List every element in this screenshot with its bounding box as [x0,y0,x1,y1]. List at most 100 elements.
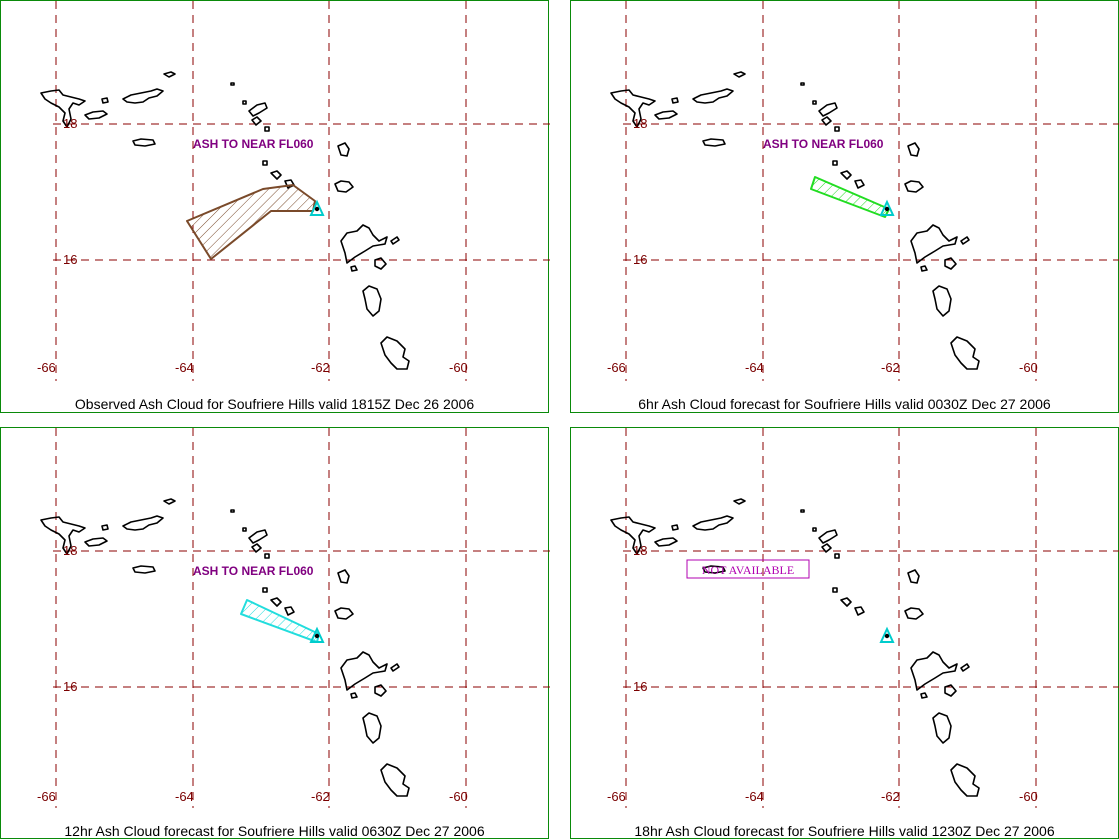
island-outline [800,82,805,86]
island-outline [910,651,958,691]
lon-label: -66 [607,789,626,804]
island-outline [380,336,410,370]
lat-label: 18 [633,116,647,131]
panel-12hr-forecast: ASH TO NEAR FL060 -66 -64 -62 -60 18 16 … [0,427,550,839]
volcano-dot [884,633,890,639]
volcano-triangle [309,626,325,643]
graticule [53,428,550,808]
island-outline [251,116,262,126]
island-outline [733,71,746,78]
lon-label: -64 [175,789,194,804]
lon-label: -62 [311,789,330,804]
graticule [623,428,1119,808]
island-outline [818,102,838,117]
volcano-icon [309,626,325,643]
lat-label: 16 [633,679,647,694]
volcano-icon [879,626,895,643]
island-outline [932,285,952,317]
island-outline [248,102,268,117]
island-outline [101,524,109,531]
island-outline [702,138,726,147]
island-outline [40,89,86,128]
lon-label: -60 [1019,360,1038,375]
lon-label: -60 [1019,789,1038,804]
island-outline [960,236,970,245]
ash-cloud-polygon [810,176,890,218]
not-available-box [686,559,810,579]
panel-caption: 18hr Ash Cloud forecast for Soufriere Hi… [634,823,1055,839]
island-outline [270,597,282,607]
island-outline [950,763,980,797]
lat-label: 18 [633,543,647,558]
ash-height-note: ASH TO NEAR FL060 [763,137,884,151]
island-outline [834,126,840,132]
lon-label: -64 [745,789,764,804]
island-outline [163,71,176,78]
panel-observed: ASH TO NEAR FL060 -66 -64 -62 -60 18 16 … [0,0,550,413]
ash-cloud-area [810,176,890,218]
island-outline [350,265,358,272]
island-outline [840,170,852,180]
island-outline [812,100,817,105]
map-6hr: ASH TO NEAR FL060 -66 -64 -62 -60 18 16 [607,1,1119,381]
island-outline [920,692,928,699]
island-outline [264,126,270,132]
map-18hr: NOT AVAILABLE -66 -64 -62 -60 18 16 [607,428,1119,808]
panel-caption: 12hr Ash Cloud forecast for Soufriere Hi… [64,823,485,839]
island-outline [818,529,838,544]
lat-label: 16 [633,252,647,267]
ash-cloud-polygon [186,184,316,260]
lon-label: -66 [37,789,56,804]
panel-6hr-forecast: ASH TO NEAR FL060 -66 -64 -62 -60 18 16 … [570,0,1119,413]
island-outline [920,265,928,272]
island-outline [248,529,268,544]
island-outline [821,543,832,553]
island-outline [944,257,957,270]
island-outline [40,516,86,555]
lon-label: -62 [881,789,900,804]
island-outline [832,587,838,593]
volcano-icon [879,199,895,216]
lat-label: 18 [63,116,77,131]
island-outline [242,100,247,105]
lon-label: -64 [175,360,194,375]
map-observed: ASH TO NEAR FL060 -66 -64 -62 -60 18 16 [37,1,550,381]
volcano-triangle [879,199,895,216]
island-outline [132,565,156,574]
coastlines [610,498,980,797]
island-outline [812,527,817,532]
island-outline [230,509,235,513]
island-outline [262,587,268,593]
coastlines [40,498,410,797]
island-outline [904,180,924,193]
volcano-triangle [309,199,325,216]
island-outline [671,97,679,104]
island-outline [854,179,865,189]
island-outline [284,606,295,616]
lat-label: 16 [63,679,77,694]
island-outline [163,498,176,505]
island-outline [122,88,164,104]
island-outline [907,569,920,584]
island-outline [242,527,247,532]
island-outline [654,110,678,120]
map-12hr: ASH TO NEAR FL060 -66 -64 -62 -60 18 16 [37,428,550,808]
ash-cloud-area [240,599,320,643]
island-outline [910,224,958,264]
ash-cloud-area [186,184,316,260]
panel-18hr-forecast: NOT AVAILABLE -66 -64 -62 -60 18 16 18hr… [570,427,1119,839]
island-outline [654,537,678,547]
island-outline [692,88,734,104]
island-outline [932,712,952,744]
island-outline [374,684,387,697]
graticule [53,1,550,381]
volcano-dot [314,633,320,639]
island-outline [960,663,970,672]
lon-label: -60 [449,789,468,804]
island-outline [362,285,382,317]
island-outline [733,498,746,505]
island-outline [907,142,920,157]
island-outline [122,515,164,531]
island-outline [340,651,388,691]
ash-cloud-polygon [240,599,320,643]
